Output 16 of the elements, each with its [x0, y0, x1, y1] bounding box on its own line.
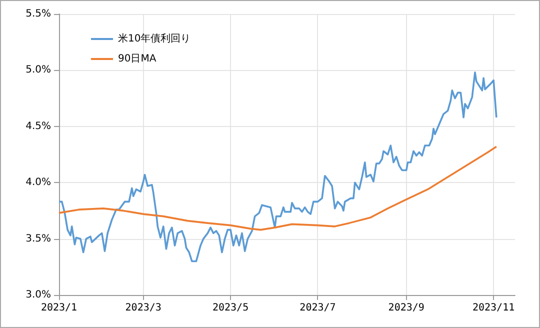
legend-label: 90日MA	[118, 54, 156, 64]
x-tick-label: 2023/3	[125, 302, 162, 314]
x-tick-label: 2023/11	[472, 302, 515, 314]
x-tick-label: 2023/7	[300, 302, 336, 314]
y-tick-label: 3.0%	[26, 290, 51, 300]
y-tick-label: 4.0%	[26, 177, 51, 188]
x-tick-label: 2023/1	[40, 302, 78, 314]
y-tick-label: 4.5%	[26, 120, 51, 132]
x-tick-label: 2023/9	[388, 302, 424, 314]
y-tick-label: 5.0%	[26, 64, 51, 76]
y-tick-label: 3.5%	[26, 233, 51, 244]
line-series	[58, 146, 498, 231]
y-tick-label: 5.5%	[26, 8, 51, 20]
x-tick-label: 2023/5	[212, 302, 249, 314]
legend-label: 米10年債利回り	[118, 32, 191, 44]
line-series	[58, 72, 498, 262]
